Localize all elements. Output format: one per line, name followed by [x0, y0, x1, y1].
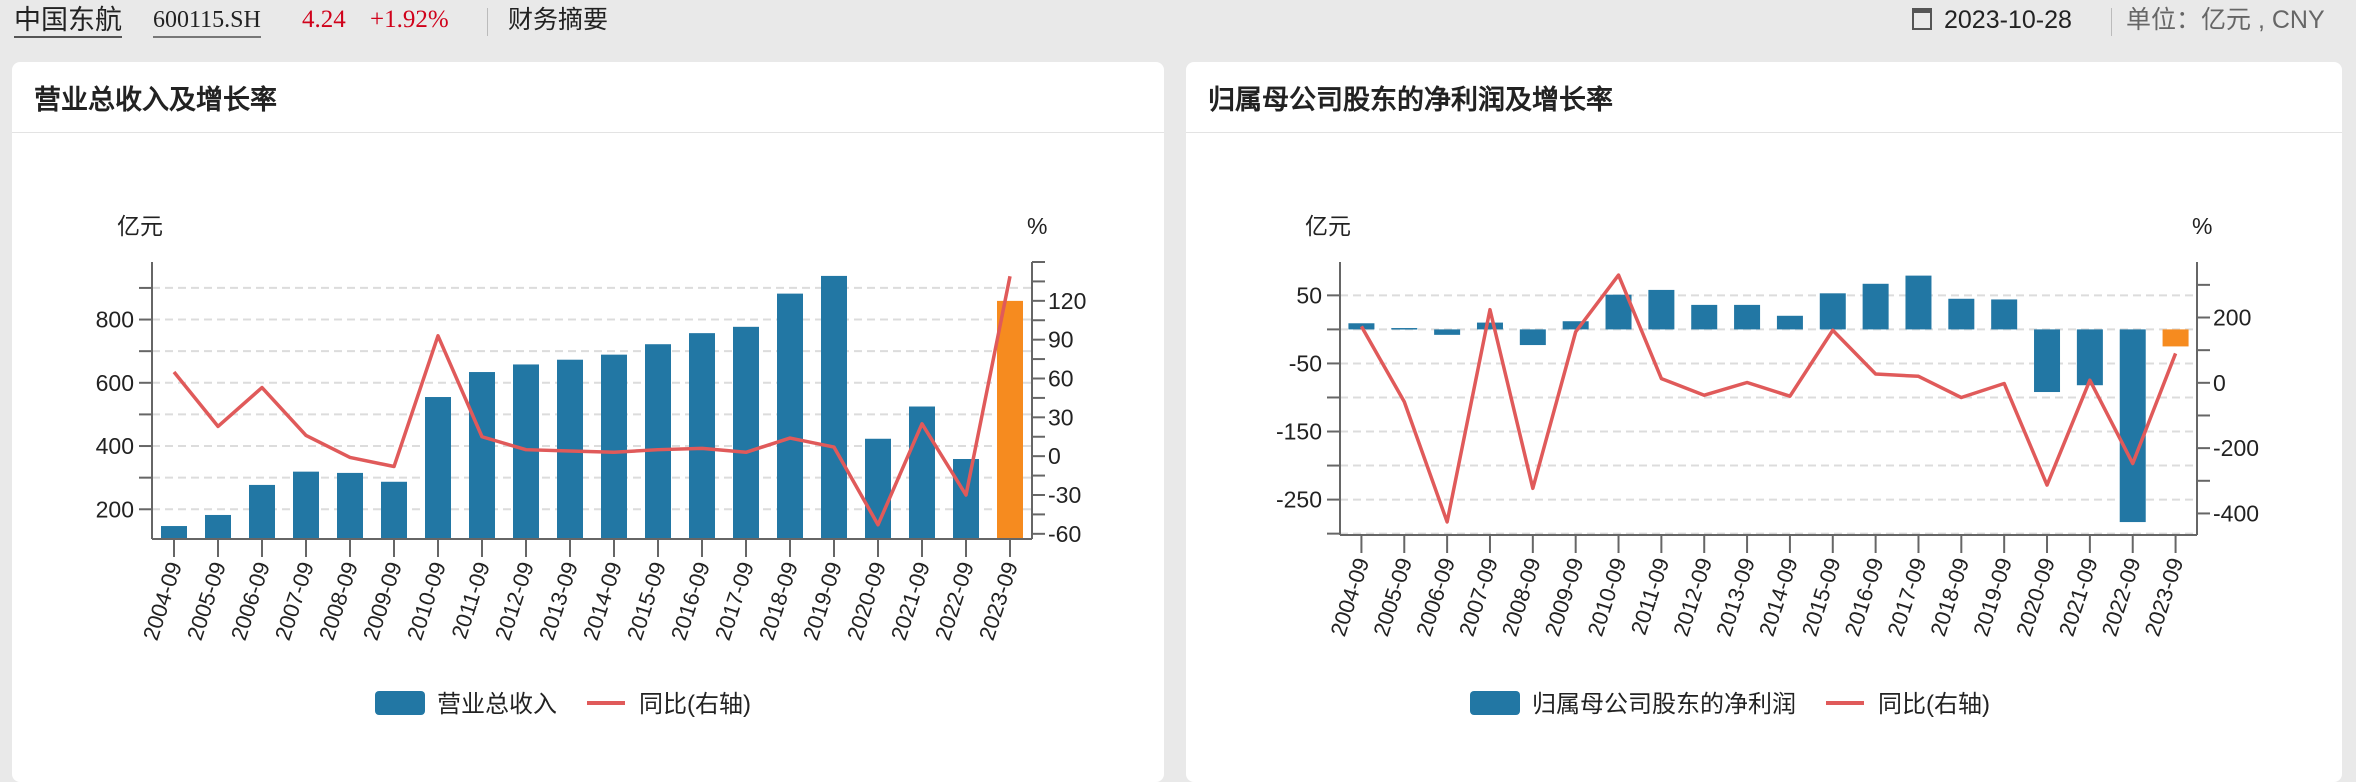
x-tick-label: 2016-09 [1840, 555, 1889, 640]
net-profit-chart: -250-150-5050-400-20002002004-092005-092… [0, 0, 2356, 758]
bar [2077, 329, 2103, 385]
bar [1820, 293, 1846, 329]
y-right-tick-label: 0 [2213, 370, 2226, 396]
x-tick-label: 2015-09 [1797, 555, 1846, 640]
y-axis-unit: 亿元 [1305, 213, 1351, 239]
x-tick-label: 2009-09 [1540, 555, 1589, 640]
x-tick-label: 2020-09 [2011, 555, 2060, 640]
bar [1477, 323, 1503, 330]
bar [1520, 329, 1546, 345]
bar [1948, 299, 1974, 330]
bar [1734, 305, 1760, 330]
x-tick-label: 2021-09 [2054, 555, 2103, 640]
x-tick-label: 2012-09 [1668, 555, 1717, 640]
bar [2034, 329, 2060, 392]
x-tick-label: 2014-09 [1754, 555, 1803, 640]
x-tick-label: 2013-09 [1711, 555, 1760, 640]
x-tick-label: 2004-09 [1325, 555, 1374, 640]
x-tick-label: 2005-09 [1368, 555, 1417, 640]
bar [2163, 329, 2189, 346]
x-tick-label: 2018-09 [1925, 555, 1974, 640]
y-right-tick-label: -400 [2213, 500, 2259, 526]
bar [1648, 290, 1674, 329]
x-tick-label: 2011-09 [1626, 555, 1674, 638]
x-tick-label: 2010-09 [1583, 555, 1632, 640]
x-tick-label: 2017-09 [1883, 555, 1932, 640]
bar [1391, 328, 1417, 330]
y-right-tick-label: -200 [2213, 435, 2259, 461]
x-tick-label: 2007-09 [1454, 555, 1503, 640]
x-tick-label: 2019-09 [1968, 555, 2017, 640]
bar [1991, 299, 2017, 329]
y-tick-label: -250 [1276, 487, 1322, 513]
x-tick-label: 2008-09 [1497, 555, 1546, 640]
y-tick-label: 50 [1296, 282, 1322, 308]
y-tick-label: -50 [1289, 350, 1322, 376]
y-right-axis-unit: % [2192, 213, 2212, 239]
bar [1777, 316, 1803, 330]
x-tick-label: 2022-09 [2097, 555, 2146, 640]
legend-line-label: 同比(右轴) [1878, 691, 1990, 718]
bar [1691, 305, 1717, 330]
growth-line [1361, 275, 2175, 522]
bar [1434, 329, 1460, 334]
bar [2120, 329, 2146, 522]
x-tick-label: 2006-09 [1411, 555, 1460, 640]
x-tick-label: 2023-09 [2140, 555, 2189, 640]
y-tick-label: -150 [1276, 419, 1322, 445]
y-right-tick-label: 200 [2213, 305, 2251, 331]
bar [1863, 284, 1889, 330]
legend-bar-label: 归属母公司股东的净利润 [1532, 691, 1796, 718]
bar [1905, 276, 1931, 330]
legend-bar-swatch [1470, 691, 1520, 715]
